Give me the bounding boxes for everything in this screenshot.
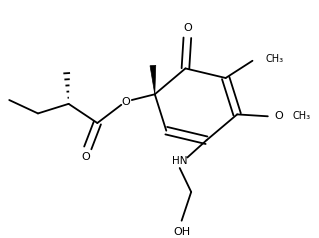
Text: CH₃: CH₃ bbox=[266, 54, 284, 64]
Text: O: O bbox=[122, 97, 130, 107]
Text: O: O bbox=[183, 23, 192, 33]
Text: O: O bbox=[81, 153, 90, 163]
Text: O: O bbox=[275, 111, 283, 121]
Polygon shape bbox=[150, 65, 156, 94]
Text: OH: OH bbox=[173, 227, 190, 237]
Text: CH₃: CH₃ bbox=[293, 111, 311, 121]
Text: HN: HN bbox=[172, 156, 188, 166]
